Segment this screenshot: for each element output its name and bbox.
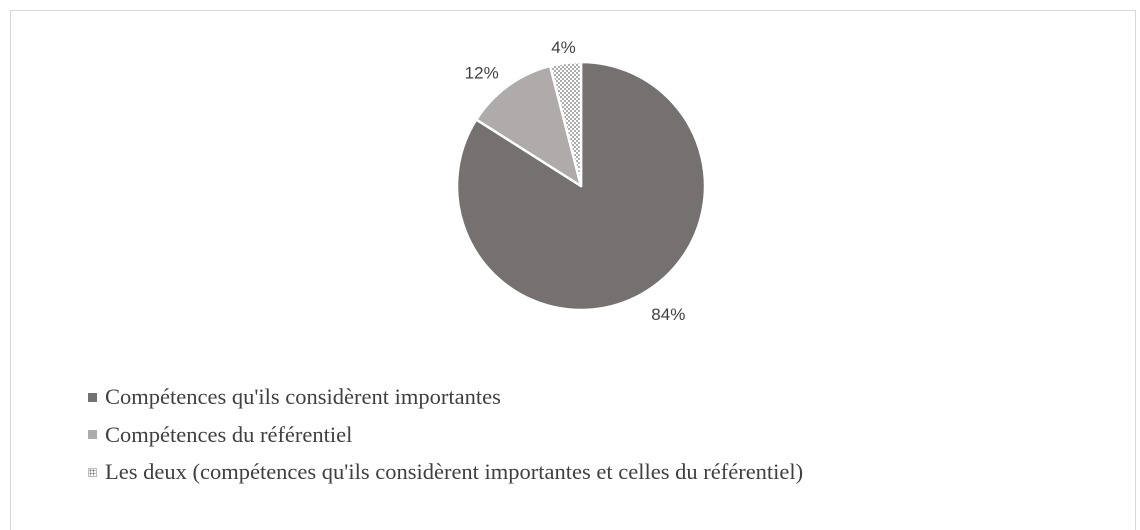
legend-label-importantes: Compétences qu'ils considèrent important… bbox=[105, 384, 501, 409]
chart-frame bbox=[10, 10, 1136, 530]
legend-label-referentiel: Compétences du référentiel bbox=[105, 421, 353, 447]
data-label-referentiel: 12% bbox=[465, 64, 499, 83]
legend-swatch-importantes bbox=[88, 392, 97, 402]
legend: Compétences qu'ils considèrent important… bbox=[88, 378, 803, 491]
legend-item-les-deux: Les deux (compétences qu'ils considèrent… bbox=[88, 453, 803, 491]
legend-item-referentiel: Compétences du référentiel bbox=[88, 416, 803, 454]
legend-label-les-deux: Les deux (compétences qu'ils considèrent… bbox=[105, 459, 804, 484]
pie-slice-referentiel bbox=[475, 64, 583, 188]
legend-item-importantes: Compétences qu'ils considèrent important… bbox=[88, 378, 803, 416]
pie-slice-les-deux bbox=[548, 60, 583, 188]
legend-swatch-referentiel bbox=[88, 430, 97, 439]
pie-chart: 84% 12% 4% bbox=[455, 38, 707, 324]
data-label-importantes: 84% bbox=[651, 305, 685, 324]
data-label-les-deux: 4% bbox=[551, 38, 576, 57]
legend-swatch-les-deux bbox=[88, 467, 97, 477]
